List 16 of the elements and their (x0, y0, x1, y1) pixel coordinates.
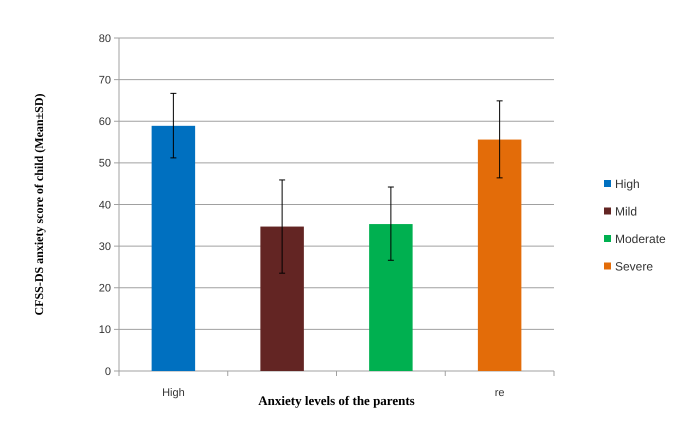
y-tick-label: 30 (98, 240, 111, 253)
y-tick-label: 10 (98, 324, 111, 336)
legend-label: Mild (615, 204, 638, 219)
y-tick-label: 40 (98, 199, 111, 212)
legend-label: Severe (615, 260, 654, 274)
legend-label: High (615, 177, 640, 192)
y-axis-title: CFSS-DS anxiety score of child (Mean±SD) (32, 93, 46, 316)
x-tick-label: re (494, 387, 505, 399)
y-tick-label: 50 (98, 158, 111, 170)
y-tick-label: 70 (98, 74, 111, 86)
x-axis-title: Anxiety levels of the parents (258, 393, 415, 408)
y-tick-label: 80 (98, 32, 111, 45)
y-tick-label: 20 (98, 282, 111, 295)
y-tick-label: 60 (98, 116, 111, 128)
legend-label: Moderate (615, 232, 666, 246)
y-tick-label: 0 (104, 366, 111, 378)
